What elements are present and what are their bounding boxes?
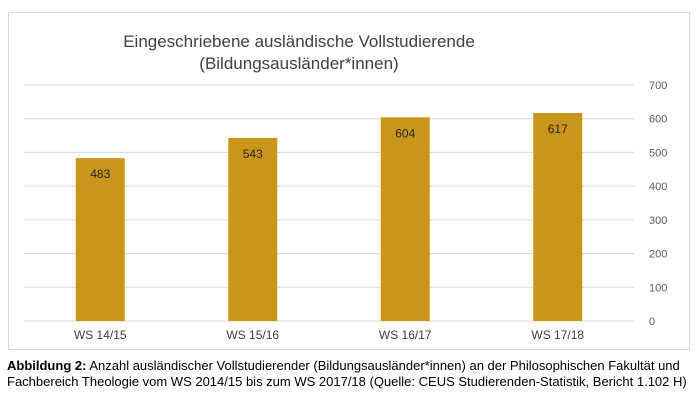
figure-caption: Abbildung 2: Anzahl ausländischer Vollst…: [7, 358, 695, 390]
caption-text: Anzahl ausländischer Vollstudierender (B…: [7, 358, 687, 389]
data-label: 617: [548, 122, 568, 136]
y-tick-label: 700: [649, 80, 667, 92]
x-tick-label: WS 16/17: [379, 328, 432, 342]
chart-title: Eingeschriebene ausländische Vollstudier…: [69, 31, 529, 75]
data-label: 604: [395, 126, 415, 140]
y-tick-label: 400: [649, 181, 667, 193]
chart-title-line-2: (Bildungsausländer*innen): [199, 54, 399, 73]
chart-title-line-1: Eingeschriebene ausländische Vollstudier…: [123, 32, 475, 51]
x-tick-label: WS 14/15: [74, 328, 127, 342]
bar: [228, 137, 278, 321]
x-tick-label: WS 17/18: [531, 328, 584, 342]
data-label: 483: [90, 167, 110, 181]
x-tick-label: WS 15/16: [226, 328, 279, 342]
chart-area: Eingeschriebene ausländische Vollstudier…: [8, 12, 690, 350]
y-tick-label: 500: [649, 147, 667, 159]
y-tick-label: 100: [649, 282, 667, 294]
bar: [380, 117, 430, 321]
bar-chart: 0 100 200 300 400 500 600 700 483 WS 14/15 543 WS 1…: [24, 80, 667, 342]
y-tick-label: 300: [649, 215, 667, 227]
y-tick-label: 600: [649, 114, 667, 126]
bar: [533, 112, 583, 322]
y-tick-label: 200: [649, 249, 667, 261]
caption-label: Abbildung 2:: [7, 358, 87, 373]
y-tick-label: 0: [649, 316, 655, 328]
bar: [75, 158, 125, 321]
data-label: 543: [243, 147, 263, 161]
